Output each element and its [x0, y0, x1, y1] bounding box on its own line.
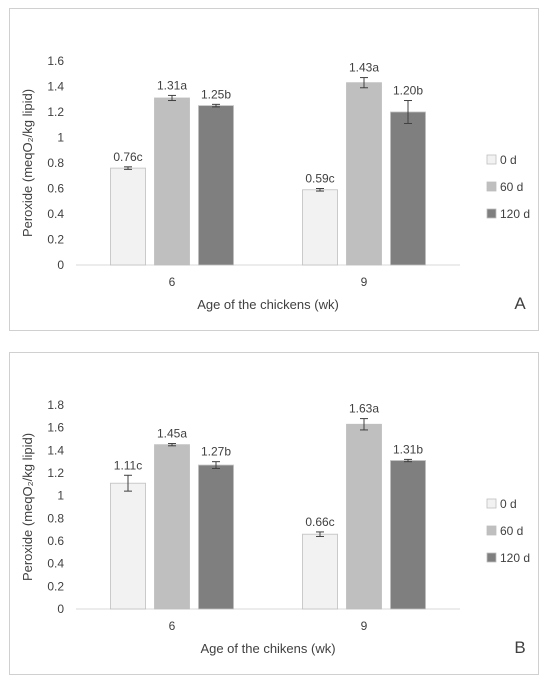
- bar: [346, 82, 382, 266]
- y-tick-label: 1.2: [47, 466, 64, 480]
- x-tick-label: 6: [169, 619, 176, 633]
- legend-label: 120 d: [500, 551, 530, 565]
- x-axis-title: Age of the chickens (wk): [197, 297, 339, 312]
- y-tick-label: 1.6: [47, 54, 64, 68]
- y-tick-label: 0.2: [47, 579, 64, 593]
- legend-swatch: [486, 208, 497, 219]
- y-tick-label: 0.6: [47, 534, 64, 548]
- legend-label: 0 d: [500, 497, 517, 511]
- legend-label: 120 d: [500, 207, 530, 221]
- y-tick-label: 1.6: [47, 421, 64, 435]
- y-tick-label: 0: [57, 602, 64, 616]
- y-tick-label: 0.8: [47, 511, 64, 525]
- y-tick-label: 0.8: [47, 156, 64, 170]
- bar: [346, 423, 382, 610]
- y-axis-title: Peroxide (meqO₂/kg lipid): [20, 89, 35, 237]
- bar-chart-a: 0 0.2 0.4 0.6 0.8 1 1.2 1.4 1.6 6 0.76c 1.31a 1.25b 9…: [20, 54, 530, 313]
- panel-label: A: [514, 294, 526, 313]
- y-tick-label: 0.2: [47, 233, 64, 247]
- legend-label: 60 d: [500, 524, 523, 538]
- data-label: 1.11c: [114, 458, 142, 472]
- data-label: 1.31b: [393, 442, 423, 456]
- legend-swatch: [486, 181, 497, 192]
- bar: [302, 189, 338, 266]
- chart-panel-b: 0 0.2 0.4 0.6 0.8 1 1.2 1.4 1.6 1.8 6 1.11c 1.45a 1.2…: [9, 352, 539, 675]
- bar: [390, 111, 426, 266]
- y-tick-label: 0.6: [47, 182, 64, 196]
- y-axis-title: Peroxide (meqO₂/kg lipid): [20, 433, 35, 581]
- data-label: 0.76c: [113, 150, 142, 164]
- panel-label: B: [514, 638, 525, 657]
- y-tick-label: 1: [57, 489, 64, 503]
- legend-swatch: [486, 154, 497, 165]
- bar: [154, 444, 190, 610]
- x-tick-label: 9: [361, 275, 368, 289]
- legend-label: 0 d: [500, 153, 517, 167]
- bar: [198, 105, 234, 266]
- bar: [110, 167, 146, 266]
- y-tick-label: 1.4: [47, 443, 64, 457]
- data-label: 0.59c: [305, 172, 334, 186]
- y-tick-label: 1.2: [47, 105, 64, 119]
- bar: [390, 460, 426, 610]
- data-label: 1.43a: [349, 61, 379, 75]
- y-tick-label: 1: [57, 131, 64, 145]
- legend-label: 60 d: [500, 180, 523, 194]
- data-label: 1.25b: [201, 87, 231, 101]
- bar: [302, 533, 338, 610]
- bar: [110, 482, 146, 610]
- x-tick-label: 9: [361, 619, 368, 633]
- y-tick-label: 0.4: [47, 207, 64, 221]
- bar: [198, 464, 234, 610]
- data-label: 1.20b: [393, 84, 423, 98]
- bar-chart-b: 0 0.2 0.4 0.6 0.8 1 1.2 1.4 1.6 1.8 6 1.11c 1.45a 1.2…: [20, 398, 530, 657]
- y-tick-label: 1.4: [47, 80, 64, 94]
- y-tick-label: 0.4: [47, 557, 64, 571]
- y-tick-label: 0: [57, 258, 64, 272]
- legend-swatch: [486, 525, 497, 536]
- x-axis-title: Age of the chikens (wk): [200, 641, 335, 656]
- data-label: 1.45a: [157, 427, 187, 441]
- data-label: 1.63a: [349, 402, 379, 416]
- bar: [154, 97, 190, 266]
- legend-swatch: [486, 552, 497, 563]
- x-tick-label: 6: [169, 275, 176, 289]
- data-label: 1.27b: [201, 445, 231, 459]
- data-label: 0.66c: [305, 515, 334, 529]
- chart-panel-a: 0 0.2 0.4 0.6 0.8 1 1.2 1.4 1.6 6 0.76c 1.31a 1.25b 9…: [9, 8, 539, 331]
- data-label: 1.31a: [157, 78, 187, 92]
- legend-swatch: [486, 498, 497, 509]
- y-tick-label: 1.8: [47, 398, 64, 412]
